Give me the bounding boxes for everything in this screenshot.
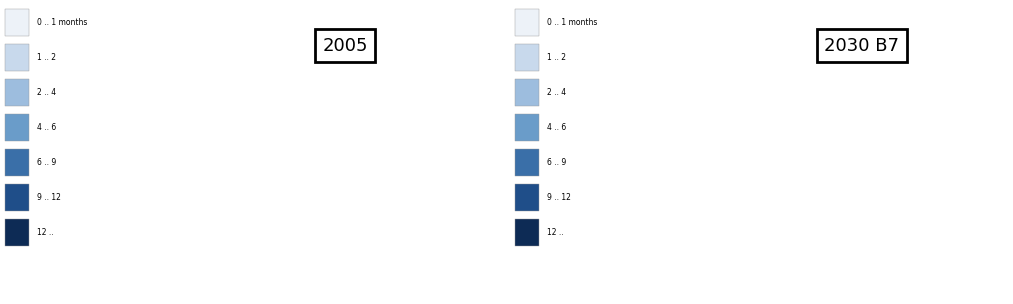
Text: 4 .. 6: 4 .. 6 [547, 123, 566, 132]
Bar [515, 219, 539, 246]
Text: 2 .. 4: 2 .. 4 [37, 88, 56, 97]
Bar [5, 184, 28, 211]
Bar [5, 219, 28, 246]
Text: 12 ..: 12 .. [37, 228, 54, 237]
Bar [515, 184, 539, 211]
Text: 12 ..: 12 .. [547, 228, 564, 237]
Text: 1 .. 2: 1 .. 2 [37, 53, 56, 62]
Text: 2 .. 4: 2 .. 4 [547, 88, 566, 97]
Bar [515, 9, 539, 36]
Bar [5, 44, 28, 71]
Bar [515, 79, 539, 106]
Bar [515, 44, 539, 71]
Bar [5, 149, 28, 176]
Text: 0 .. 1 months: 0 .. 1 months [37, 18, 87, 27]
Text: 0 .. 1 months: 0 .. 1 months [547, 18, 598, 27]
Text: 4 .. 6: 4 .. 6 [37, 123, 57, 132]
Text: 6 .. 9: 6 .. 9 [547, 158, 566, 167]
Bar [515, 149, 539, 176]
Bar [5, 114, 28, 141]
Bar [5, 79, 28, 106]
Bar [515, 114, 539, 141]
Text: 9 .. 12: 9 .. 12 [547, 193, 571, 202]
Bar [5, 9, 28, 36]
Text: 2030 B7: 2030 B7 [825, 36, 900, 55]
Text: 2005: 2005 [322, 36, 368, 55]
Text: 6 .. 9: 6 .. 9 [37, 158, 57, 167]
Text: 1 .. 2: 1 .. 2 [547, 53, 566, 62]
Text: 9 .. 12: 9 .. 12 [37, 193, 61, 202]
